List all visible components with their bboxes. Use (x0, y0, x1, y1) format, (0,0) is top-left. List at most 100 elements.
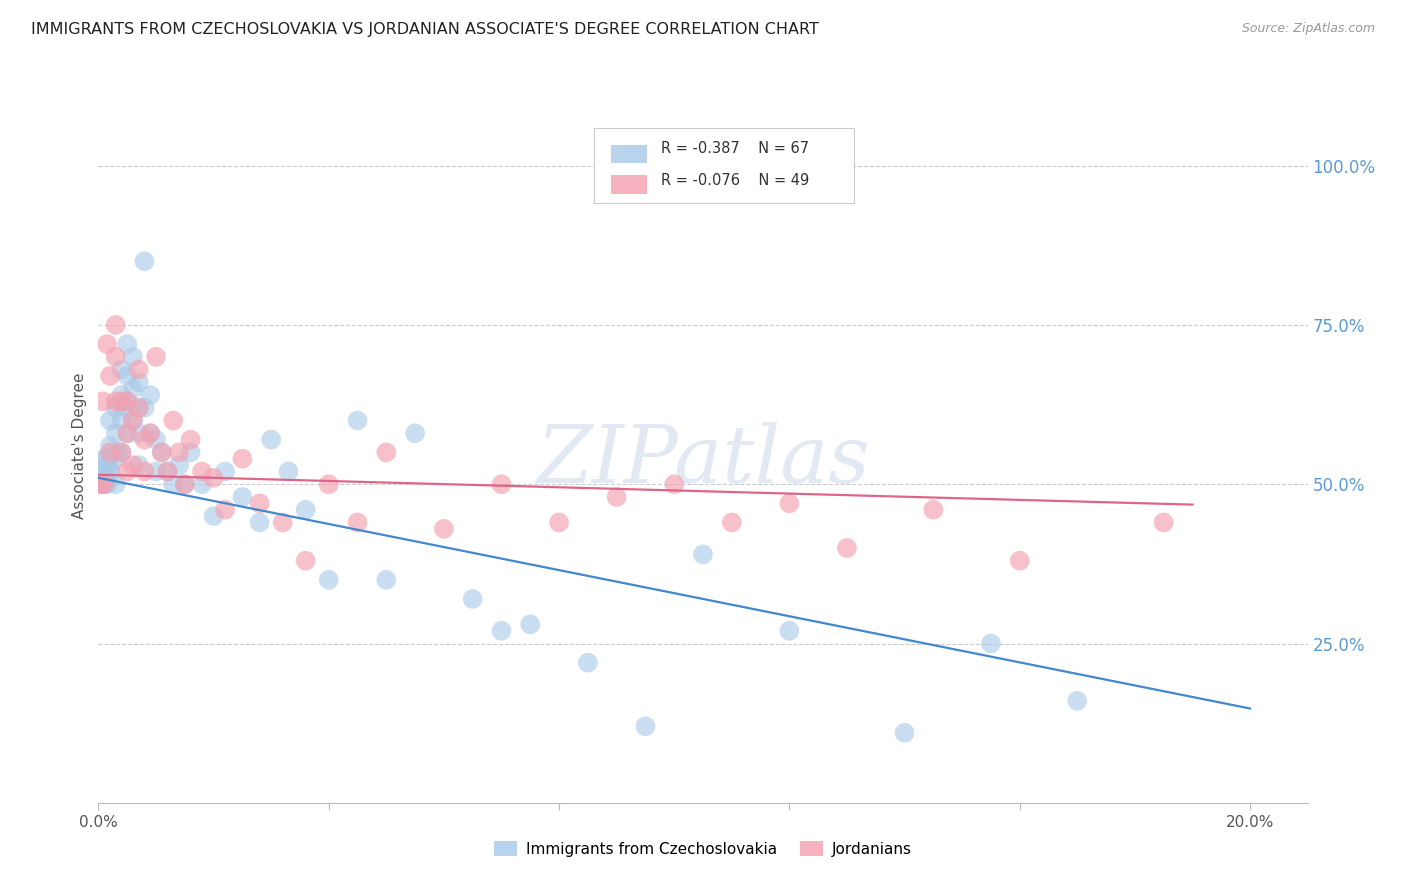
Point (104, 426, 127, 441)
Point (115, 426, 138, 441)
Point (98, 439, 121, 453)
Point (110, 445, 132, 459)
Point (249, 496, 271, 510)
Point (156, 465, 179, 479)
Point (664, 477, 686, 491)
FancyBboxPatch shape (595, 128, 855, 203)
Point (1066, 694, 1088, 708)
Point (104, 477, 127, 491)
Point (150, 445, 173, 459)
Point (90, 477, 112, 491)
Point (606, 490, 628, 504)
Point (139, 426, 162, 441)
Point (491, 624, 513, 638)
Point (122, 413, 145, 427)
Point (128, 376, 150, 390)
Point (110, 413, 132, 427)
Point (375, 445, 398, 459)
Point (110, 394, 132, 409)
FancyBboxPatch shape (612, 175, 647, 194)
Point (433, 522, 456, 536)
Point (231, 451, 253, 466)
Point (96, 477, 118, 491)
Text: ZIPatlas: ZIPatlas (536, 422, 870, 499)
Point (634, 719, 657, 733)
Point (98, 413, 121, 427)
Point (548, 516, 571, 530)
Point (893, 725, 915, 739)
Point (115, 465, 138, 479)
Point (107, 445, 129, 459)
Point (145, 350, 167, 364)
Point (180, 433, 202, 447)
Point (294, 502, 316, 516)
Point (214, 465, 236, 479)
Point (692, 547, 714, 561)
Point (93, 477, 115, 491)
Point (93, 477, 115, 491)
Point (778, 624, 800, 638)
Point (104, 401, 127, 415)
Point (167, 458, 190, 472)
Point (180, 445, 202, 459)
Point (128, 426, 150, 441)
Point (104, 394, 127, 409)
Point (115, 394, 138, 409)
Point (294, 554, 316, 568)
Point (202, 471, 225, 485)
Point (104, 350, 127, 364)
Point (191, 477, 214, 491)
Point (115, 394, 138, 409)
Point (110, 362, 132, 376)
Point (115, 337, 138, 351)
Point (156, 465, 179, 479)
Point (98, 368, 121, 383)
Point (778, 496, 800, 510)
Point (162, 413, 184, 427)
Point (89, 465, 111, 479)
Point (91, 394, 114, 409)
Point (98, 445, 121, 459)
Point (173, 477, 195, 491)
Point (122, 458, 145, 472)
Point (835, 541, 858, 555)
Point (128, 401, 150, 415)
Point (115, 368, 138, 383)
Point (249, 516, 271, 530)
Point (115, 426, 138, 441)
Point (104, 451, 127, 466)
Point (96, 458, 118, 472)
Point (375, 573, 398, 587)
Point (134, 465, 156, 479)
Point (519, 617, 541, 632)
Point (260, 433, 283, 447)
Point (202, 509, 225, 524)
Y-axis label: Associate's Degree: Associate's Degree (72, 373, 87, 519)
Point (110, 388, 132, 402)
Point (191, 465, 214, 479)
Point (128, 458, 150, 472)
Point (922, 502, 945, 516)
Point (122, 413, 145, 427)
Point (231, 490, 253, 504)
Point (122, 382, 145, 396)
Point (145, 465, 167, 479)
Point (101, 445, 124, 459)
Point (128, 362, 150, 376)
Point (150, 445, 173, 459)
Point (1153, 516, 1175, 530)
Point (980, 636, 1002, 650)
Point (91, 477, 114, 491)
Point (145, 433, 167, 447)
Point (720, 516, 742, 530)
Point (110, 445, 132, 459)
Point (318, 573, 340, 587)
Point (167, 445, 190, 459)
Point (491, 477, 513, 491)
Point (271, 516, 294, 530)
Point (104, 318, 127, 332)
Point (90, 477, 112, 491)
Point (346, 516, 368, 530)
Point (576, 656, 599, 670)
Point (404, 426, 426, 441)
